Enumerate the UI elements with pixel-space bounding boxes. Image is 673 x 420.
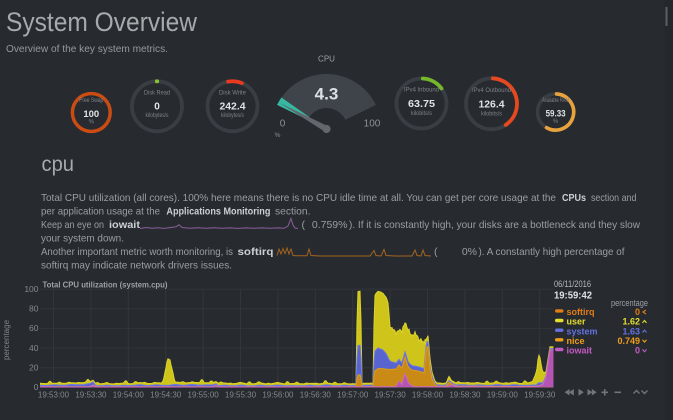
svg-text:19:59:30: 19:59:30 bbox=[524, 391, 556, 400]
svg-text:126.4: 126.4 bbox=[479, 99, 505, 110]
svg-text:Available RAM: Available RAM bbox=[542, 98, 569, 104]
svg-text:19:59:00: 19:59:00 bbox=[487, 391, 519, 400]
svg-text:(: ( bbox=[302, 219, 306, 231]
svg-text:iowait: iowait bbox=[567, 346, 593, 356]
svg-text:kilobits/s: kilobits/s bbox=[411, 111, 432, 117]
svg-text:Free Swap: Free Swap bbox=[79, 98, 104, 104]
svg-text:19:58:00: 19:58:00 bbox=[412, 391, 444, 400]
svg-text:CPUs: CPUs bbox=[562, 192, 586, 204]
svg-text:your system down.: your system down. bbox=[41, 232, 124, 244]
svg-text:0: 0 bbox=[635, 307, 640, 317]
svg-text:Keep an eye on: Keep an eye on bbox=[41, 219, 104, 231]
svg-text:19:58:30: 19:58:30 bbox=[449, 391, 481, 400]
svg-text:0: 0 bbox=[280, 119, 286, 130]
svg-text:242.4: 242.4 bbox=[220, 101, 246, 112]
svg-text:%: % bbox=[275, 132, 281, 139]
svg-text:100: 100 bbox=[83, 109, 99, 120]
svg-text:100: 100 bbox=[364, 119, 381, 130]
svg-text:Total CPU utilization (all cor: Total CPU utilization (all cores). 100% … bbox=[41, 192, 556, 204]
svg-text:19:55:30: 19:55:30 bbox=[225, 391, 257, 400]
svg-text:percentage: percentage bbox=[611, 298, 648, 308]
svg-text:19:54:30: 19:54:30 bbox=[150, 391, 182, 400]
svg-text:IPv4 Outbound: IPv4 Outbound bbox=[472, 88, 511, 94]
svg-text:). A constantly high percentag: ). A constantly high percentage of bbox=[479, 246, 625, 258]
svg-text:19:56:30: 19:56:30 bbox=[300, 391, 332, 400]
svg-text:0.749: 0.749 bbox=[617, 336, 640, 346]
svg-text:CPU: CPU bbox=[318, 55, 335, 64]
svg-text:0: 0 bbox=[635, 346, 640, 356]
svg-text:Disk Read: Disk Read bbox=[144, 90, 170, 96]
svg-text:user: user bbox=[567, 317, 587, 327]
svg-text:softirq: softirq bbox=[567, 307, 595, 317]
svg-text:100: 100 bbox=[24, 284, 38, 294]
svg-text:0: 0 bbox=[154, 101, 160, 112]
svg-text:kilobytes/s: kilobytes/s bbox=[221, 113, 244, 119]
svg-text:19:57:30: 19:57:30 bbox=[375, 391, 407, 400]
svg-text:cpu: cpu bbox=[42, 153, 75, 176]
svg-text:19:56:00: 19:56:00 bbox=[262, 391, 294, 400]
svg-text:%: % bbox=[553, 119, 559, 125]
svg-text:Total CPU utilization (system.: Total CPU utilization (system.cpu) bbox=[43, 280, 168, 290]
svg-text:system: system bbox=[567, 326, 598, 336]
svg-text:Another important metric worth: Another important metric worth monitorin… bbox=[41, 246, 233, 258]
svg-text:percentage: percentage bbox=[2, 319, 11, 360]
svg-text:0.759%: 0.759% bbox=[312, 219, 348, 231]
svg-text:80: 80 bbox=[29, 304, 39, 314]
svg-text:softirq may indicate network d: softirq may indicate network drivers iss… bbox=[41, 259, 232, 271]
svg-text:19:53:30: 19:53:30 bbox=[75, 391, 107, 400]
svg-text:IPv4 Inbound: IPv4 Inbound bbox=[404, 88, 439, 94]
svg-text:Overview of the key system met: Overview of the key system metrics. bbox=[6, 43, 168, 55]
svg-text:0: 0 bbox=[34, 382, 39, 392]
svg-text:). If it is constantly high, y: ). If it is constantly high, your disks … bbox=[349, 219, 640, 231]
svg-text:kilobytes/s: kilobytes/s bbox=[146, 113, 169, 119]
svg-text:nice: nice bbox=[567, 336, 585, 346]
svg-text:1.63: 1.63 bbox=[622, 326, 640, 336]
svg-text:19:53:00: 19:53:00 bbox=[38, 391, 70, 400]
svg-text:59.33: 59.33 bbox=[546, 108, 566, 118]
svg-text:19:59:42: 19:59:42 bbox=[554, 291, 592, 302]
svg-text:06/11/2016: 06/11/2016 bbox=[554, 279, 591, 290]
svg-text:(: ( bbox=[434, 246, 438, 258]
svg-text:19:57:00: 19:57:00 bbox=[337, 391, 369, 400]
svg-text:20: 20 bbox=[29, 362, 39, 372]
svg-text:19:54:00: 19:54:00 bbox=[113, 391, 145, 400]
svg-text:section.: section. bbox=[275, 205, 311, 217]
svg-text:softirq: softirq bbox=[238, 246, 274, 258]
svg-text:kilobits/s: kilobits/s bbox=[481, 111, 502, 117]
svg-text:section and: section and bbox=[591, 192, 637, 204]
svg-text:Applications Monitoring: Applications Monitoring bbox=[166, 205, 270, 217]
svg-text:63.75: 63.75 bbox=[408, 99, 435, 110]
svg-text:Disk Write: Disk Write bbox=[219, 90, 247, 96]
svg-text:System Overview: System Overview bbox=[6, 7, 197, 37]
svg-text:iowait: iowait bbox=[109, 219, 141, 231]
svg-text:60: 60 bbox=[29, 323, 39, 333]
svg-text:4.3: 4.3 bbox=[315, 85, 339, 104]
svg-text:19:55:00: 19:55:00 bbox=[188, 391, 220, 400]
svg-text:%: % bbox=[89, 120, 95, 126]
svg-text:per application usage at the: per application usage at the bbox=[41, 205, 160, 217]
svg-text:0%: 0% bbox=[462, 246, 477, 258]
svg-text:1.62: 1.62 bbox=[622, 317, 640, 327]
svg-text:40: 40 bbox=[29, 343, 39, 353]
